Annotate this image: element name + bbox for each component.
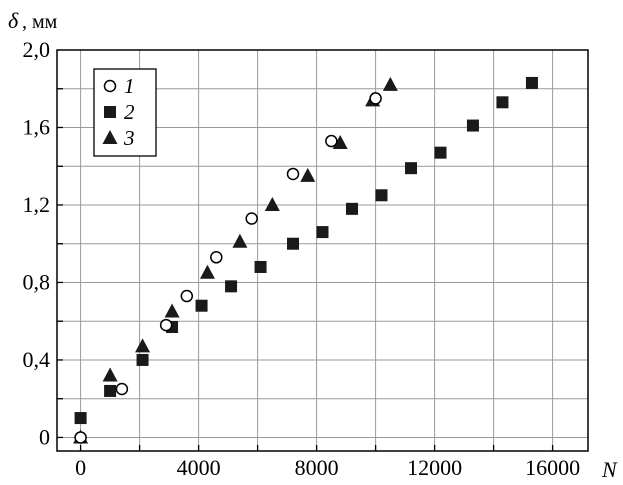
data-point-series-3 [232,233,248,248]
data-point-series-3 [164,303,180,318]
x-tick-label: 8000 [295,455,339,480]
tick-marks [57,88,554,451]
data-point-series-2 [195,299,208,312]
data-point-series-2 [466,119,479,132]
legend-marker-2 [104,106,116,118]
legend-label-2: 2 [124,100,135,124]
data-point-series-2 [104,384,117,397]
data-point-series-1 [210,251,223,264]
data-point-series-3 [199,264,215,279]
x-axis-label: N [601,457,618,482]
y-tick-label: 0,4 [23,347,51,372]
data-point-series-2 [74,412,87,425]
y-tick-label: 0 [39,424,50,449]
y-tick-label: 1,6 [23,114,51,139]
data-point-series-2 [525,76,538,89]
data-point-series-2 [287,237,299,250]
data-point-series-1 [159,318,173,332]
data-point-series-1 [115,382,129,396]
data-point-series-1 [369,92,382,105]
legend-label-3: 3 [123,126,135,150]
data-point-series-3 [300,167,316,182]
data-point-series-3 [264,196,280,211]
x-tick-label: 12000 [407,455,462,480]
data-point-series-3 [135,338,151,353]
x-tick-label: 4000 [177,455,221,480]
legend-marker-3 [102,130,118,144]
data-point-series-2 [316,226,329,239]
y-tick-label: 2,0 [23,37,51,62]
x-tick-label: 16000 [525,455,580,480]
data-point-series-2 [496,96,509,109]
legend: 123 [93,68,157,157]
data-point-series-1 [325,134,338,148]
legend-label-1: 1 [124,74,135,98]
x-tick-label: 0 [75,455,86,480]
data-point-series-2 [225,280,238,293]
data-point-series-2 [346,202,358,215]
legend-marker-1 [103,79,117,93]
data-point-series-3 [382,76,398,91]
data-point-series-1 [286,167,300,181]
data-point-series-2 [136,353,149,366]
data-point-series-2 [254,260,267,273]
plot-frame [56,49,589,452]
tick-labels: 0 4000 8000 12000 16000 0 0,4 0,8 1,2 1,6 2,0 [23,37,581,480]
y-axis-unit: , мм [22,11,58,33]
data-points [73,76,538,444]
data-point-series-2 [405,162,417,175]
y-axis-label: δ [8,8,19,33]
y-tick-label: 1,2 [23,192,51,217]
data-point-series-1 [245,212,258,225]
y-tick-label: 0,8 [23,269,51,294]
data-point-series-2 [434,146,447,159]
data-point-series-2 [375,189,388,202]
data-point-series-1 [74,431,87,444]
data-point-series-3 [332,134,348,149]
data-point-series-1 [180,289,194,303]
data-point-series-3 [102,367,118,382]
